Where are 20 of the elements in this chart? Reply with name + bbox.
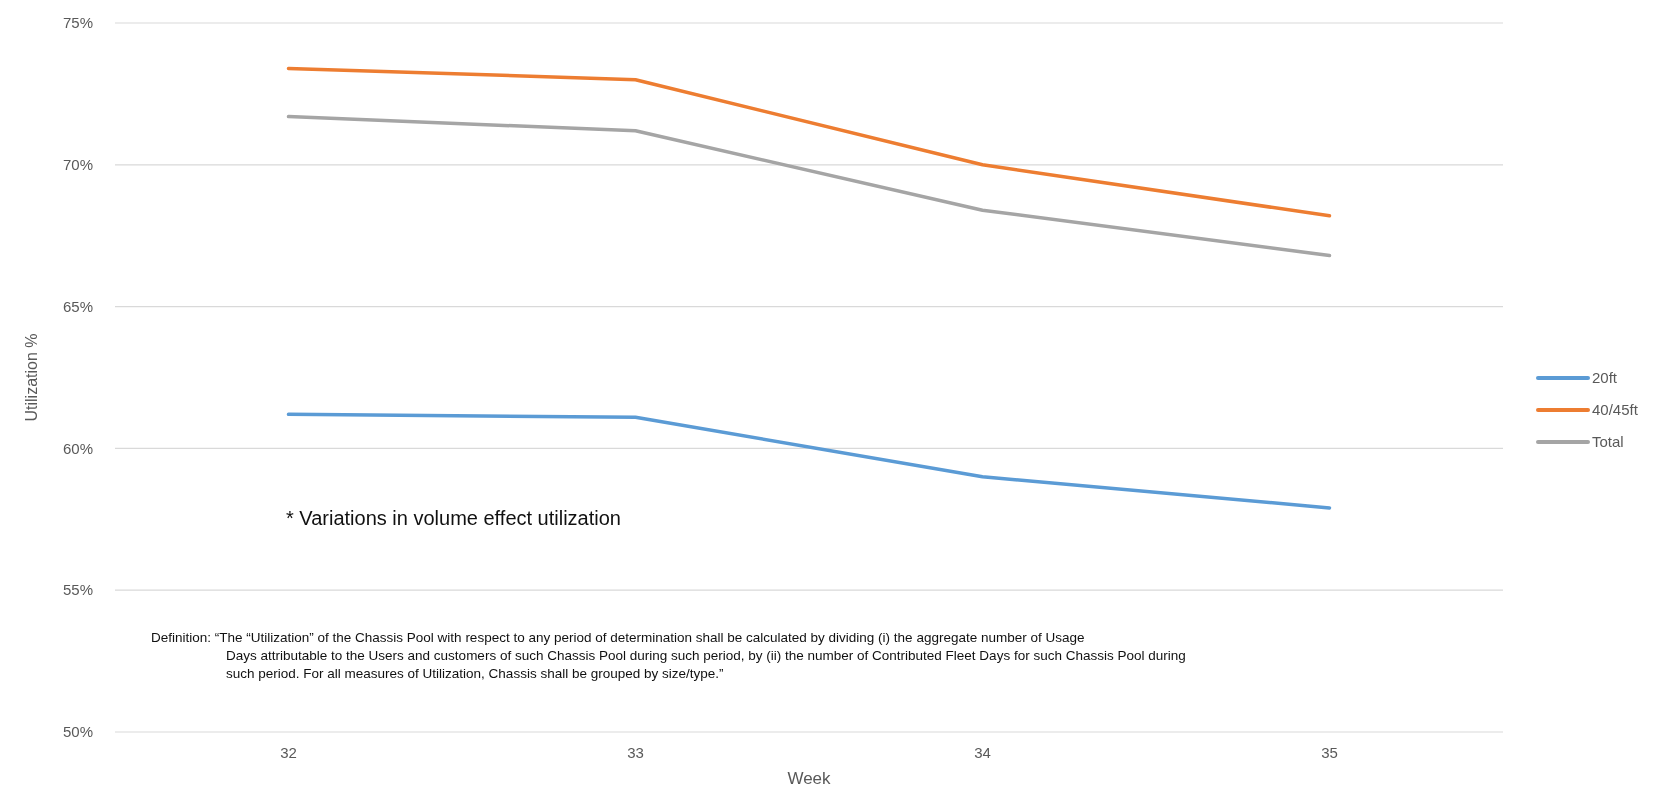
- y-tick-label: 75%: [62, 14, 93, 32]
- y-tick-label: 50%: [62, 723, 93, 741]
- y-tick-label: 70%: [62, 156, 93, 174]
- x-tick-label: 34: [974, 744, 991, 761]
- line-series: [286, 412, 1332, 510]
- x-tick-label: 33: [627, 744, 644, 761]
- y-tick-label: 55%: [62, 581, 93, 599]
- x-tick-label: 35: [1321, 744, 1338, 761]
- y-tick-label: 60%: [62, 439, 93, 457]
- y-axis-title: Utilization %: [23, 333, 40, 422]
- annotation: * Variations in volume effect utilization: [286, 507, 621, 529]
- x-axis-title: Week: [787, 769, 832, 788]
- legend-label: 20ft: [1592, 369, 1618, 387]
- x-tick-label: 32: [280, 744, 297, 761]
- line-series: [286, 66, 1332, 218]
- annotation: Definition: “The “Utilization” of the Chassis Pool with respect to any period of determination shall be calculated by dividing (i) the aggregate number of Usage Days attributable to the Users and customers of such Chassis Pool during such period, by (ii) the number of Contributed Fleet Days for such Chassis Pool during such period. For all measures of Utilization, Chassis shall be grouped by size/type.”: [151, 630, 1186, 681]
- legend-label: Total: [1592, 433, 1624, 451]
- line-series: [286, 114, 1332, 258]
- legend-label: 40/45ft: [1592, 401, 1639, 419]
- y-tick-label: 65%: [62, 297, 93, 315]
